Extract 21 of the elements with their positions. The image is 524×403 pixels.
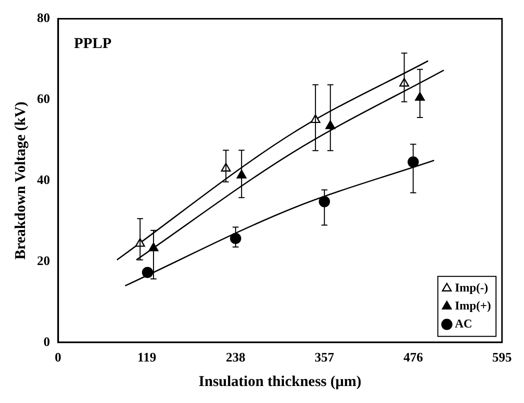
x-tick-label: 119 bbox=[137, 350, 157, 365]
y-tick-label: 60 bbox=[37, 91, 50, 106]
y-tick-label: 40 bbox=[37, 172, 50, 187]
legend-label: Imp(+) bbox=[454, 298, 492, 312]
y-tick-label: 80 bbox=[37, 10, 50, 26]
annotation: PPLP bbox=[74, 36, 112, 52]
legend-label: Imp(-) bbox=[454, 280, 488, 294]
y-tick-label: 20 bbox=[37, 252, 50, 268]
point bbox=[148, 242, 158, 252]
y-tick-label: 0 bbox=[44, 334, 50, 349]
x-tick-label: 238 bbox=[226, 350, 246, 365]
x-tick-label: 476 bbox=[403, 350, 424, 365]
point bbox=[414, 92, 425, 101]
x-tick-label: 357 bbox=[314, 350, 335, 365]
y-axis-title: Breakdown Voltage (kV) bbox=[12, 102, 29, 260]
point bbox=[408, 156, 419, 168]
point bbox=[142, 266, 154, 278]
x-tick-label: 595 bbox=[492, 350, 512, 365]
legend-label: AC bbox=[454, 316, 472, 330]
x-axis-title: Insulation thickness (μm) bbox=[198, 374, 362, 390]
x-tick-label: 0 bbox=[54, 350, 62, 365]
